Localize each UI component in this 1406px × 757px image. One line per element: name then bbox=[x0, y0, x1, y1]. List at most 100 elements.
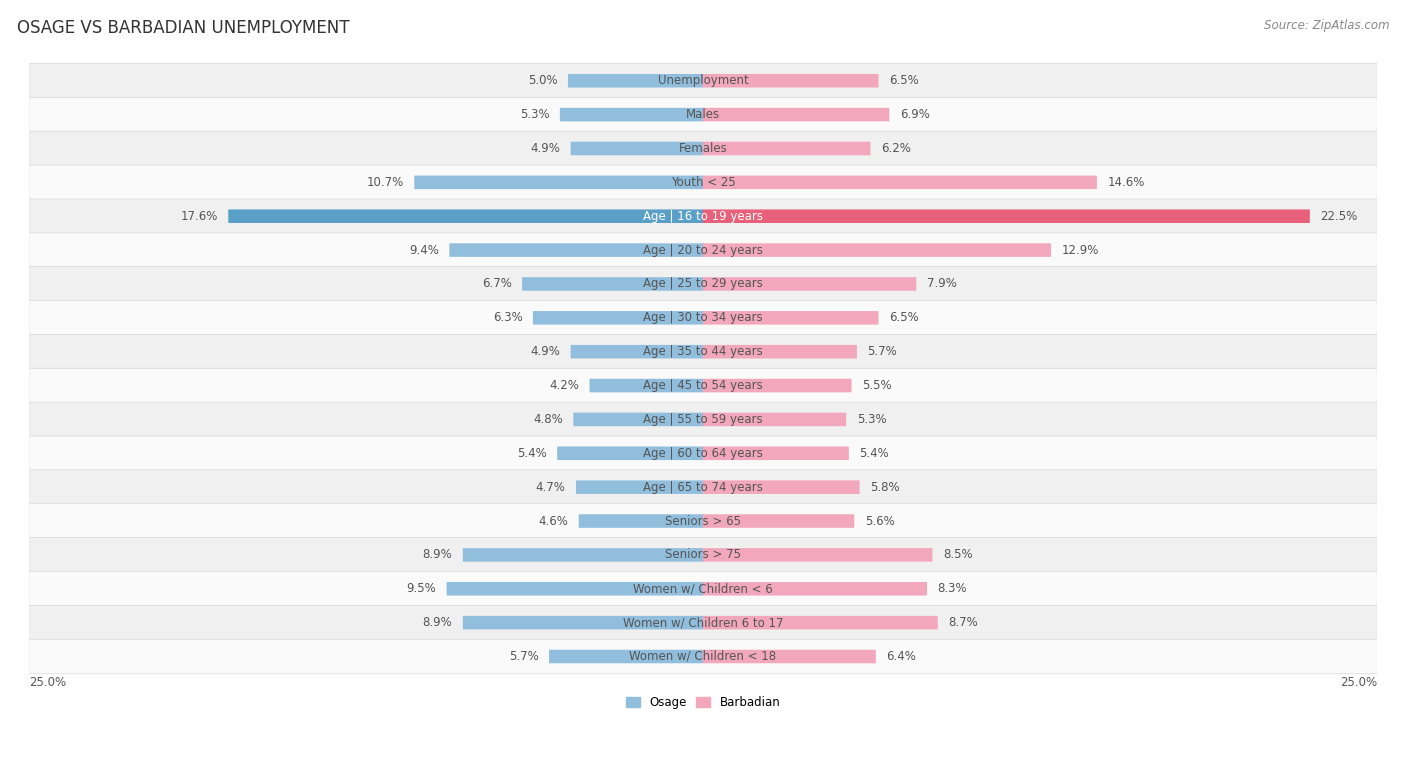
FancyBboxPatch shape bbox=[703, 210, 1310, 223]
Text: 12.9%: 12.9% bbox=[1062, 244, 1099, 257]
Text: Seniors > 65: Seniors > 65 bbox=[665, 515, 741, 528]
FancyBboxPatch shape bbox=[28, 301, 1378, 335]
Text: 9.4%: 9.4% bbox=[409, 244, 439, 257]
Text: 7.9%: 7.9% bbox=[927, 278, 956, 291]
Text: 5.5%: 5.5% bbox=[862, 379, 891, 392]
FancyBboxPatch shape bbox=[28, 436, 1378, 471]
FancyBboxPatch shape bbox=[703, 413, 846, 426]
FancyBboxPatch shape bbox=[28, 233, 1378, 267]
FancyBboxPatch shape bbox=[28, 165, 1378, 200]
FancyBboxPatch shape bbox=[703, 345, 856, 359]
Text: 5.6%: 5.6% bbox=[865, 515, 894, 528]
FancyBboxPatch shape bbox=[703, 277, 917, 291]
FancyBboxPatch shape bbox=[703, 107, 889, 121]
FancyBboxPatch shape bbox=[703, 311, 879, 325]
FancyBboxPatch shape bbox=[28, 64, 1378, 98]
FancyBboxPatch shape bbox=[703, 582, 927, 596]
Text: 5.3%: 5.3% bbox=[856, 413, 886, 426]
Text: Youth < 25: Youth < 25 bbox=[671, 176, 735, 188]
FancyBboxPatch shape bbox=[703, 74, 879, 88]
Legend: Osage, Barbadian: Osage, Barbadian bbox=[621, 692, 785, 714]
FancyBboxPatch shape bbox=[28, 639, 1378, 674]
FancyBboxPatch shape bbox=[415, 176, 703, 189]
Text: Unemployment: Unemployment bbox=[658, 74, 748, 87]
Text: 4.2%: 4.2% bbox=[550, 379, 579, 392]
Text: 6.2%: 6.2% bbox=[882, 142, 911, 155]
FancyBboxPatch shape bbox=[28, 402, 1378, 437]
Text: 17.6%: 17.6% bbox=[180, 210, 218, 223]
Text: 8.3%: 8.3% bbox=[938, 582, 967, 595]
Text: 5.0%: 5.0% bbox=[527, 74, 557, 87]
Text: 8.5%: 8.5% bbox=[943, 548, 973, 562]
Text: Females: Females bbox=[679, 142, 727, 155]
Text: OSAGE VS BARBADIAN UNEMPLOYMENT: OSAGE VS BARBADIAN UNEMPLOYMENT bbox=[17, 19, 349, 37]
FancyBboxPatch shape bbox=[568, 74, 703, 88]
FancyBboxPatch shape bbox=[703, 243, 1052, 257]
Text: Women w/ Children < 6: Women w/ Children < 6 bbox=[633, 582, 773, 595]
Text: 6.5%: 6.5% bbox=[889, 311, 918, 324]
Text: 6.9%: 6.9% bbox=[900, 108, 929, 121]
Text: Age | 16 to 19 years: Age | 16 to 19 years bbox=[643, 210, 763, 223]
FancyBboxPatch shape bbox=[447, 582, 703, 596]
Text: 6.5%: 6.5% bbox=[889, 74, 918, 87]
FancyBboxPatch shape bbox=[576, 481, 703, 494]
FancyBboxPatch shape bbox=[550, 650, 703, 663]
FancyBboxPatch shape bbox=[28, 335, 1378, 369]
FancyBboxPatch shape bbox=[28, 537, 1378, 572]
FancyBboxPatch shape bbox=[28, 199, 1378, 233]
Text: Age | 65 to 74 years: Age | 65 to 74 years bbox=[643, 481, 763, 494]
Text: Women w/ Children 6 to 17: Women w/ Children 6 to 17 bbox=[623, 616, 783, 629]
FancyBboxPatch shape bbox=[571, 345, 703, 359]
Text: Women w/ Children < 18: Women w/ Children < 18 bbox=[630, 650, 776, 663]
Text: 5.8%: 5.8% bbox=[870, 481, 900, 494]
FancyBboxPatch shape bbox=[28, 131, 1378, 166]
Text: 5.4%: 5.4% bbox=[517, 447, 547, 459]
Text: Age | 20 to 24 years: Age | 20 to 24 years bbox=[643, 244, 763, 257]
FancyBboxPatch shape bbox=[703, 616, 938, 629]
FancyBboxPatch shape bbox=[228, 210, 703, 223]
Text: 8.9%: 8.9% bbox=[423, 616, 453, 629]
Text: 25.0%: 25.0% bbox=[1340, 676, 1376, 689]
Text: Age | 25 to 29 years: Age | 25 to 29 years bbox=[643, 278, 763, 291]
FancyBboxPatch shape bbox=[450, 243, 703, 257]
FancyBboxPatch shape bbox=[703, 142, 870, 155]
Text: 5.3%: 5.3% bbox=[520, 108, 550, 121]
FancyBboxPatch shape bbox=[28, 470, 1378, 504]
Text: Age | 30 to 34 years: Age | 30 to 34 years bbox=[643, 311, 763, 324]
Text: 25.0%: 25.0% bbox=[30, 676, 66, 689]
FancyBboxPatch shape bbox=[579, 514, 703, 528]
Text: 4.7%: 4.7% bbox=[536, 481, 565, 494]
FancyBboxPatch shape bbox=[571, 142, 703, 155]
FancyBboxPatch shape bbox=[28, 266, 1378, 301]
FancyBboxPatch shape bbox=[533, 311, 703, 325]
Text: 5.4%: 5.4% bbox=[859, 447, 889, 459]
FancyBboxPatch shape bbox=[28, 572, 1378, 606]
Text: 4.9%: 4.9% bbox=[530, 142, 560, 155]
FancyBboxPatch shape bbox=[589, 378, 703, 392]
Text: 4.9%: 4.9% bbox=[530, 345, 560, 358]
FancyBboxPatch shape bbox=[28, 98, 1378, 132]
FancyBboxPatch shape bbox=[703, 514, 855, 528]
FancyBboxPatch shape bbox=[28, 606, 1378, 640]
FancyBboxPatch shape bbox=[703, 481, 859, 494]
Text: 14.6%: 14.6% bbox=[1108, 176, 1144, 188]
Text: 10.7%: 10.7% bbox=[367, 176, 404, 188]
Text: 5.7%: 5.7% bbox=[509, 650, 538, 663]
Text: 4.6%: 4.6% bbox=[538, 515, 568, 528]
Text: 8.7%: 8.7% bbox=[948, 616, 979, 629]
Text: Age | 35 to 44 years: Age | 35 to 44 years bbox=[643, 345, 763, 358]
FancyBboxPatch shape bbox=[703, 378, 852, 392]
Text: Age | 55 to 59 years: Age | 55 to 59 years bbox=[643, 413, 763, 426]
Text: 6.7%: 6.7% bbox=[482, 278, 512, 291]
Text: 8.9%: 8.9% bbox=[423, 548, 453, 562]
FancyBboxPatch shape bbox=[463, 548, 703, 562]
FancyBboxPatch shape bbox=[28, 369, 1378, 403]
Text: 22.5%: 22.5% bbox=[1320, 210, 1358, 223]
FancyBboxPatch shape bbox=[703, 447, 849, 460]
FancyBboxPatch shape bbox=[574, 413, 703, 426]
Text: 6.3%: 6.3% bbox=[492, 311, 523, 324]
FancyBboxPatch shape bbox=[522, 277, 703, 291]
Text: Males: Males bbox=[686, 108, 720, 121]
Text: 9.5%: 9.5% bbox=[406, 582, 436, 595]
Text: Age | 45 to 54 years: Age | 45 to 54 years bbox=[643, 379, 763, 392]
